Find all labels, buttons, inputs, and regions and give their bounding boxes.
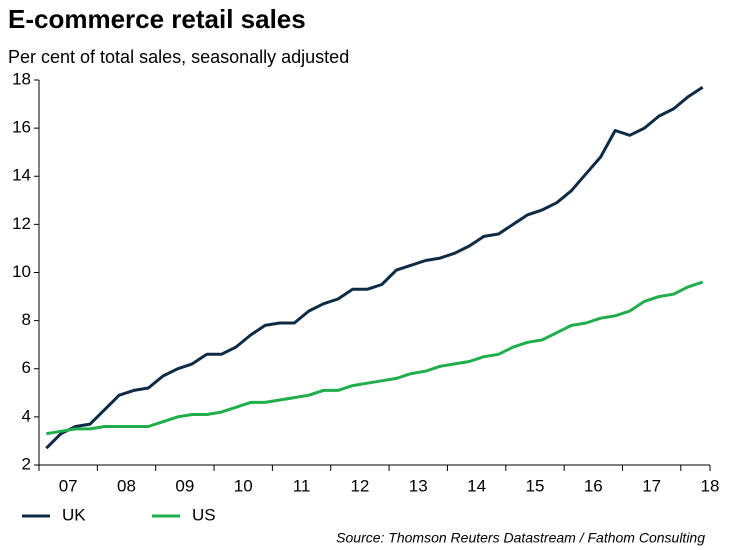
y-tick-label: 2 <box>22 454 31 473</box>
legend-label: UK <box>62 505 86 524</box>
x-tick-label: 08 <box>117 476 136 495</box>
series-line <box>46 280 704 436</box>
x-tick-label: 14 <box>467 476 486 495</box>
chart-subtitle: Per cent of total sales, seasonally adju… <box>8 47 349 67</box>
x-tick-label: 17 <box>642 476 661 495</box>
source-note: Source: Thomson Reuters Datastream / Fat… <box>336 530 705 546</box>
legend-label: US <box>192 505 216 524</box>
x-tick-label: 11 <box>293 476 311 495</box>
x-tick-label: 07 <box>59 476 78 495</box>
x-tick-label: 09 <box>175 476 194 495</box>
x-tick-label: 16 <box>584 476 603 495</box>
x-tick-label: 18 <box>701 476 720 495</box>
series-line <box>45 85 704 450</box>
x-tick-label: 12 <box>350 476 369 495</box>
y-tick-label: 12 <box>12 214 31 233</box>
x-tick-label: 10 <box>234 476 253 495</box>
x-tick-label: 15 <box>525 476 544 495</box>
y-tick-label: 6 <box>22 358 31 377</box>
x-tick-label: 13 <box>409 476 428 495</box>
y-tick-label: 18 <box>12 69 31 88</box>
y-tick-label: 14 <box>12 166 31 185</box>
y-tick-label: 10 <box>12 262 31 281</box>
y-tick-label: 8 <box>22 310 31 329</box>
chart-title: E-commerce retail sales <box>8 4 306 34</box>
y-tick-label: 16 <box>12 118 31 137</box>
y-tick-label: 4 <box>22 406 31 425</box>
